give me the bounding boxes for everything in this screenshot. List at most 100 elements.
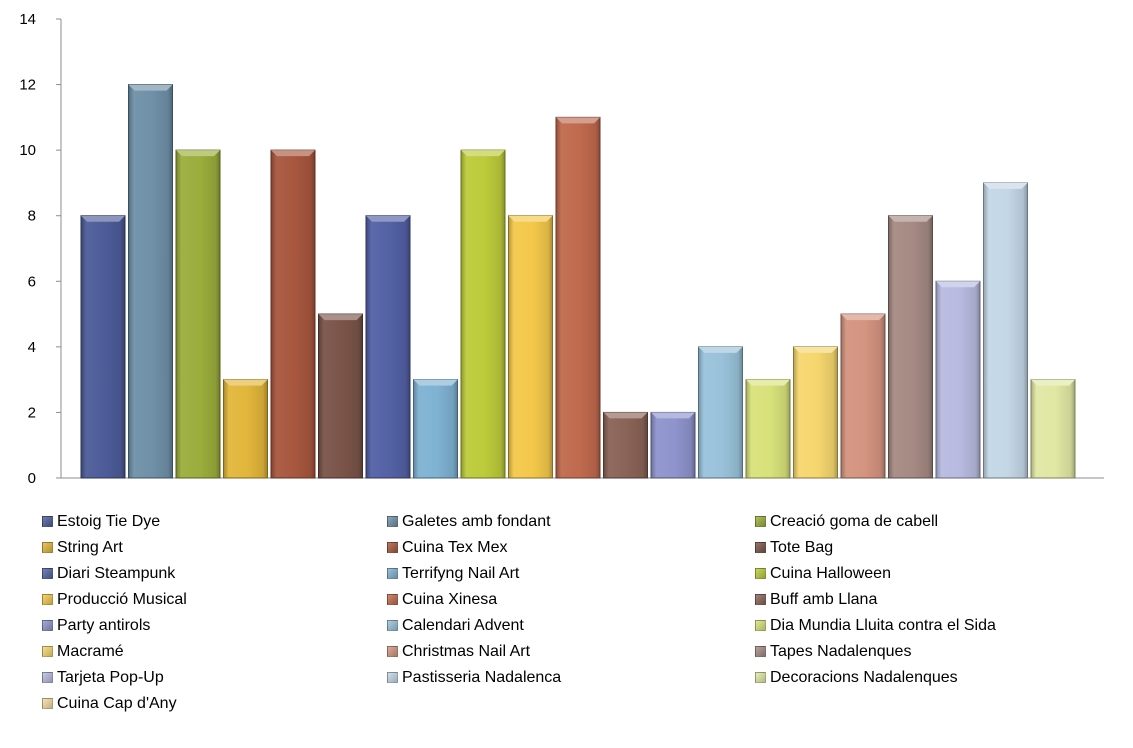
legend-item: Producció Musical: [42, 588, 387, 611]
bar-body: [270, 149, 316, 479]
legend-label: Tote Bag: [770, 538, 834, 556]
bar-top-bevel: [888, 215, 933, 222]
bar-body: [223, 379, 268, 479]
bar-body: [318, 313, 363, 479]
legend-label: Decoracions Nadalenques: [770, 668, 958, 686]
legend-label: Calendari Advent: [402, 616, 524, 634]
bar: [223, 379, 268, 479]
bar-top-bevel: [81, 215, 125, 222]
legend-swatch: [42, 568, 53, 579]
bar: [840, 313, 886, 479]
legend-label: Pastisseria Nadalenca: [402, 668, 562, 686]
legend-swatch: [42, 698, 53, 709]
legend-label: Galetes amb fondant: [402, 512, 551, 530]
legend-label: Dia Mundia Lluita contra el Sida: [770, 616, 996, 634]
bar-body: [793, 346, 838, 479]
legend-item: Tote Bag: [755, 536, 1115, 559]
legend-label: Christmas Nail Art: [402, 642, 531, 660]
bar-top-bevel: [318, 314, 363, 321]
legend-swatch: [755, 646, 766, 657]
bar-body: [840, 313, 886, 479]
bar-top-bevel: [936, 281, 980, 288]
legend-swatch: [42, 672, 53, 683]
bar-body: [365, 215, 411, 479]
y-tick-label: 2: [28, 404, 36, 421]
bar: [175, 149, 221, 479]
bar: [128, 84, 173, 479]
y-tick-label: 6: [28, 273, 36, 290]
bar-body: [603, 411, 648, 479]
legend-item: Christmas Nail Art: [387, 640, 755, 663]
legend-swatch: [755, 568, 766, 579]
legend-item: Buff amb Llana: [755, 588, 1115, 611]
legend-item: Tarjeta Pop-Up: [42, 666, 387, 689]
legend-label: Diari Steampunk: [57, 564, 176, 582]
legend-label: Tapes Nadalenques: [770, 642, 912, 660]
bar-body: [460, 149, 506, 479]
bar-top-bevel: [223, 379, 268, 386]
bar: [698, 346, 743, 479]
bar-body: [555, 116, 601, 479]
legend-item: Pastisseria Nadalenca: [387, 666, 755, 689]
legend-item: Decoracions Nadalenques: [755, 666, 1115, 689]
chart-bars: [80, 84, 1076, 479]
bar-top-bevel: [603, 412, 648, 419]
legend-item: Dia Mundia Lluita contra el Sida: [755, 614, 1115, 637]
bar: [555, 116, 601, 479]
legend-label: Macramé: [57, 642, 124, 660]
legend-swatch: [755, 672, 766, 683]
legend-swatch: [42, 516, 53, 527]
legend-item: Diari Steampunk: [42, 562, 387, 585]
bar-top-bevel: [983, 182, 1028, 189]
bar: [508, 215, 553, 479]
bar-top-bevel: [793, 346, 838, 353]
legend-swatch: [387, 594, 398, 605]
bar-body: [745, 379, 791, 479]
legend-swatch: [387, 542, 398, 553]
y-tick-label: 8: [28, 208, 36, 225]
legend-item: Cuina Cap d'Any: [42, 692, 387, 715]
legend-item: Tapes Nadalenques: [755, 640, 1115, 663]
legend-label: Tarjeta Pop-Up: [57, 668, 164, 686]
legend-swatch: [387, 646, 398, 657]
legend-label: Cuina Halloween: [770, 564, 891, 582]
y-tick-label: 0: [28, 470, 36, 487]
legend-swatch: [755, 542, 766, 553]
legend-label: String Art: [57, 538, 123, 556]
bar-body: [508, 215, 553, 479]
bar-body: [888, 215, 933, 479]
bar: [983, 182, 1028, 479]
bar: [650, 411, 696, 479]
legend-swatch: [755, 594, 766, 605]
bar-top-bevel: [366, 215, 410, 222]
bar-body: [983, 182, 1028, 479]
legend-label: Party antirols: [57, 616, 151, 634]
bar-body: [80, 215, 126, 479]
legend-swatch: [387, 620, 398, 631]
legend-label: Estoig Tie Dye: [57, 512, 161, 530]
bar-body: [650, 411, 696, 479]
bar-chart: 0 2 4 6 8 10 12 14: [19, 11, 1104, 487]
bar: [935, 280, 981, 479]
bar-body: [698, 346, 743, 479]
y-tick-label: 4: [28, 339, 36, 356]
legend-swatch: [755, 620, 766, 631]
chart-legend: Estoig Tie Dye Galetes amb fondant Creació…: [42, 510, 1122, 715]
y-tick-label: 14: [19, 11, 36, 28]
legend-item: Party antirols: [42, 614, 387, 637]
bar: [603, 411, 648, 479]
legend-item: Galetes amb fondant: [387, 510, 755, 533]
legend-item: Terrifyng Nail Art: [387, 562, 755, 585]
legend-swatch: [387, 568, 398, 579]
legend-swatch: [387, 516, 398, 527]
bar-top-bevel: [556, 117, 600, 124]
bar-top-bevel: [698, 346, 743, 353]
bar-top-bevel: [176, 150, 220, 157]
legend-swatch: [42, 594, 53, 605]
legend-swatch: [755, 516, 766, 527]
bar: [793, 346, 838, 479]
bar-top-bevel: [746, 379, 790, 386]
legend-label: Cuina Cap d'Any: [57, 694, 177, 712]
bar-top-bevel: [841, 314, 885, 321]
bar-top-bevel: [271, 150, 315, 157]
